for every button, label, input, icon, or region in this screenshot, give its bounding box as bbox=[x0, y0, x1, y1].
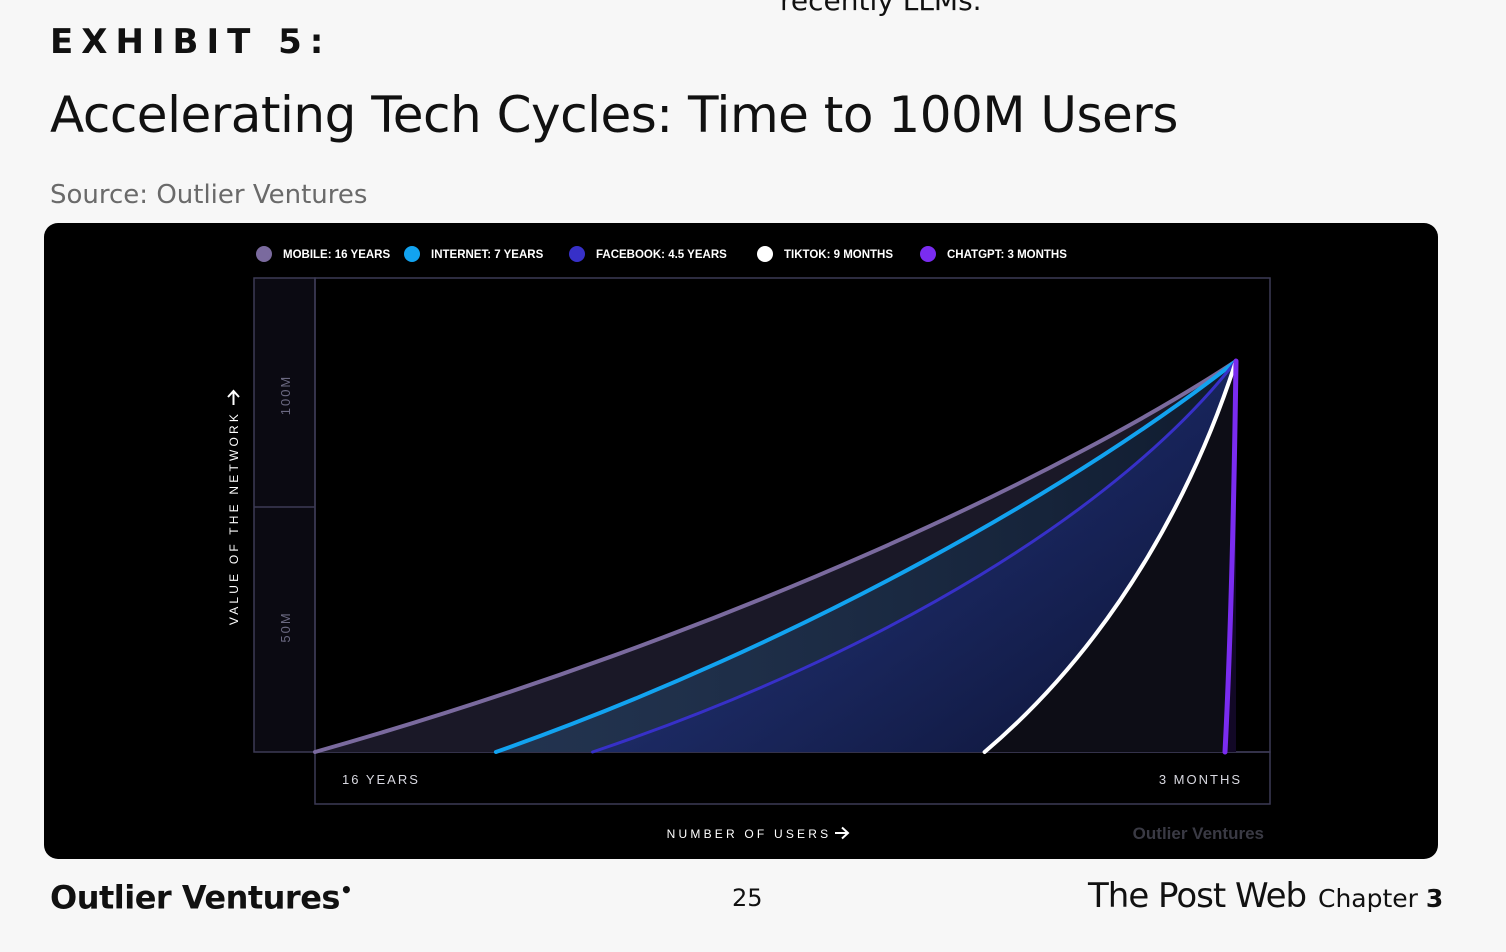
legend-label-internet: INTERNET: 7 YEARS bbox=[431, 249, 544, 261]
chapter-label: Chapter 3 bbox=[1318, 884, 1443, 913]
legend-marker-facebook bbox=[569, 246, 585, 262]
legend-marker-tiktok bbox=[757, 246, 773, 262]
cutoff-text: recently LLMs. bbox=[780, 0, 982, 17]
x-axis-strip bbox=[314, 751, 1271, 805]
page-number: 25 bbox=[732, 884, 763, 912]
x-axis-title: NUMBER OF USERS bbox=[667, 827, 832, 841]
area-chatgpt bbox=[1225, 361, 1236, 752]
chapter-number: 3 bbox=[1425, 884, 1444, 913]
y-axis-title: VALUE OF THE NETWORK bbox=[227, 411, 241, 625]
legend-marker-internet bbox=[404, 246, 420, 262]
y-axis-strip bbox=[253, 277, 316, 753]
publication-title: The Post Web bbox=[1088, 876, 1307, 916]
chart-legend: MOBILE: 16 YEARS INTERNET: 7 YEARS FACEBOO… bbox=[256, 246, 1067, 262]
legend-label-chatgpt: CHATGPT: 3 MONTHS bbox=[947, 249, 1067, 261]
chart-panel: MOBILE: 16 YEARS INTERNET: 7 YEARS FACEBOO… bbox=[44, 223, 1438, 859]
source-note: Source: Outlier Ventures bbox=[50, 180, 368, 210]
chart-svg: MOBILE: 16 YEARS INTERNET: 7 YEARS FACEBOO… bbox=[227, 246, 1271, 843]
footer-brand-text: Outlier Ventures bbox=[50, 878, 340, 917]
legend-marker-chatgpt bbox=[920, 246, 936, 262]
legend-label-mobile: MOBILE: 16 YEARS bbox=[283, 249, 390, 261]
x-tick-label-start: 16 YEARS bbox=[342, 772, 420, 787]
page-title: Accelerating Tech Cycles: Time to 100M U… bbox=[50, 86, 1178, 144]
chapter-text: Chapter bbox=[1318, 884, 1418, 913]
area-tiktok bbox=[984, 361, 1236, 752]
chart-areas bbox=[315, 361, 1236, 752]
x-tick-label-end: 3 MONTHS bbox=[1159, 772, 1242, 787]
chart-frame bbox=[253, 277, 1271, 805]
y-tick-label: 50M bbox=[278, 611, 293, 642]
chart-labels: 100M 50M VALUE OF THE NETWORK 16 YEARS 3 MON… bbox=[227, 375, 1264, 843]
line-facebook bbox=[591, 359, 1238, 754]
line-tiktok bbox=[982, 359, 1238, 754]
chart-lines bbox=[313, 358, 1239, 755]
exhibit-label: EXHIBIT 5: bbox=[50, 22, 332, 62]
legend-marker-mobile bbox=[256, 246, 272, 262]
area-facebook bbox=[592, 361, 1236, 752]
legend-label-tiktok: TIKTOK: 9 MONTHS bbox=[784, 249, 893, 261]
footer-brand: Outlier Ventures• bbox=[50, 878, 353, 917]
x-arrow-icon bbox=[835, 826, 850, 840]
brand-dot-icon: • bbox=[339, 878, 353, 902]
line-mobile bbox=[313, 359, 1238, 754]
y-arrow-icon bbox=[227, 389, 240, 405]
line-internet bbox=[493, 359, 1238, 754]
y-tick-label: 100M bbox=[278, 375, 293, 416]
watermark-logo: Outlier Ventures bbox=[1133, 824, 1264, 843]
legend-label-facebook: FACEBOOK: 4.5 YEARS bbox=[596, 249, 727, 261]
line-chatgpt bbox=[1222, 358, 1239, 755]
